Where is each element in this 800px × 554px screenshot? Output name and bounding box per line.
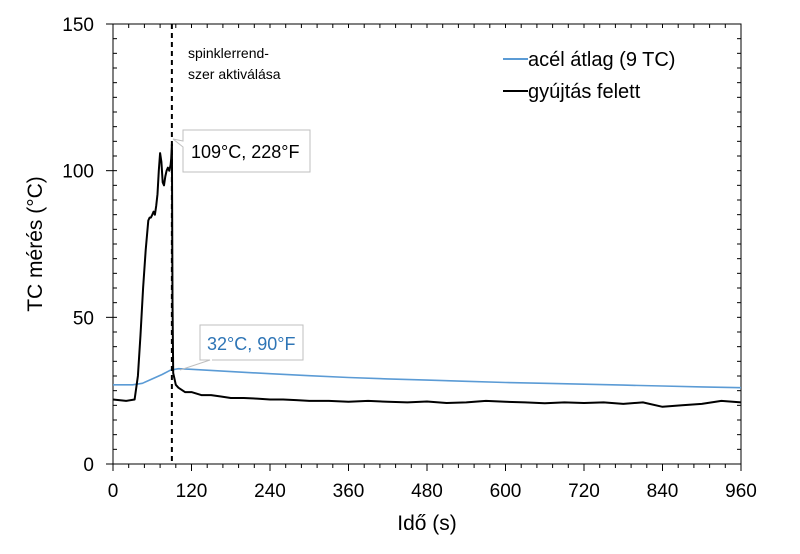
y-tick-labels: 0 50 100 150: [62, 15, 94, 476]
plot-area: [112, 23, 742, 465]
y-axis-title: TC mérés (°C): [24, 176, 47, 312]
x-tick-label: 0: [108, 481, 119, 502]
steel-callout-label: 32°C, 90°F: [207, 334, 295, 354]
peak-callout-box: [172, 129, 311, 173]
x-tick-label: 480: [411, 481, 443, 502]
legend-label-steel: acél átlag (9 TC): [528, 49, 675, 71]
peak-callout-label: 109°C, 228°F: [191, 142, 299, 162]
series-line-above-ignition: [112, 143, 742, 408]
x-tick-label: 360: [333, 481, 365, 502]
series-line-steel-average: [113, 367, 742, 389]
y-tick-label: 150: [62, 15, 94, 36]
y-tick-label: 100: [62, 162, 94, 183]
steel-callout: 32°C, 90°F: [179, 324, 304, 371]
x-tick-label: 720: [568, 481, 600, 502]
y-axis-minor-ticks: [113, 23, 741, 465]
x-tick-label: 600: [490, 481, 522, 502]
x-tick-label: 960: [725, 481, 757, 502]
legend: acél átlag (9 TC) gyújtás felett: [503, 49, 675, 103]
y-tick-label: 0: [83, 455, 94, 476]
x-tick-label: 120: [176, 481, 208, 502]
steel-callout-box: [179, 324, 304, 371]
x-axis-title: Idő (s): [397, 512, 457, 535]
peak-callout: 109°C, 228°F: [172, 129, 311, 173]
x-tick-label: 240: [254, 481, 286, 502]
series-layer: [112, 143, 742, 408]
legend-label-ignition: gyújtás felett: [528, 81, 641, 103]
x-tick-labels: 0 120 240 360 480 600 720 840 960: [108, 481, 757, 502]
sprinkler-note-line-2: szer aktiválása: [188, 66, 281, 82]
y-axis-ticks: [106, 23, 113, 465]
x-axis-minor-ticks: [112, 24, 742, 468]
y-tick-label: 50: [73, 308, 94, 329]
x-tick-label: 840: [647, 481, 679, 502]
sprinkler-note-line-1: spinklerrend-: [188, 45, 269, 61]
